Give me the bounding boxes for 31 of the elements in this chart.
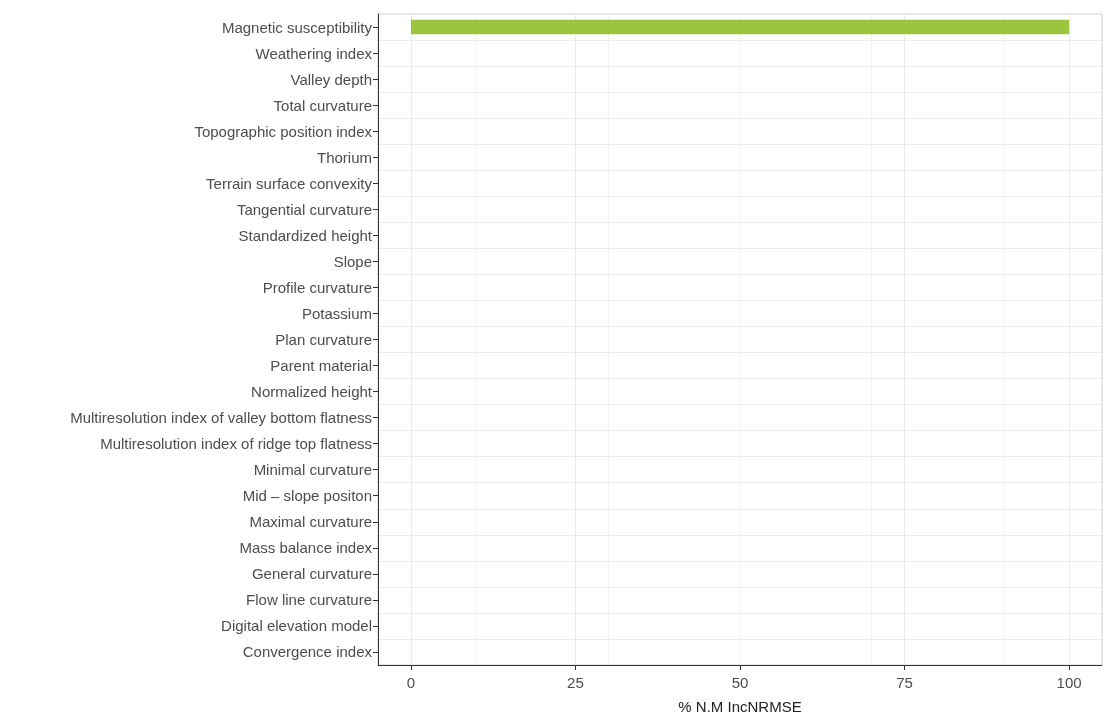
y-tick-label: Topographic position index bbox=[194, 122, 373, 140]
y-tick-label: Digital elevation model bbox=[221, 617, 372, 635]
y-tick-label: Weathering index bbox=[255, 44, 373, 62]
y-tick-label: Minimal curvature bbox=[253, 461, 372, 479]
y-tick-label: Magnetic susceptibility bbox=[221, 18, 373, 36]
y-tick-label: Valley depth bbox=[290, 70, 372, 88]
y-tick-label: Plan curvature bbox=[275, 331, 372, 348]
y-tick-label: Total curvature bbox=[273, 96, 372, 114]
x-tick-label: 75 bbox=[896, 674, 913, 691]
y-tick-label: Standardized height bbox=[238, 226, 373, 244]
y-tick-label: Potassium bbox=[301, 304, 372, 322]
y-tick-label: Mid – slope positon bbox=[242, 487, 372, 505]
y-tick-label: Flow line curvature bbox=[246, 591, 372, 609]
y-tick-label: Terrain surface convexity bbox=[206, 174, 373, 192]
y-tick-label: Normalized height bbox=[251, 383, 373, 401]
y-tick-label: Slope bbox=[333, 252, 372, 270]
x-tick-label: 50 bbox=[731, 674, 749, 691]
y-tick-label: Thorium bbox=[316, 148, 372, 166]
y-tick-label: Multiresolution index of ridge top flatness bbox=[100, 435, 372, 453]
y-tick-label: Convergence index bbox=[242, 643, 373, 661]
x-tick-label: 0 bbox=[406, 674, 416, 691]
x-axis-title: % N.M IncNRMSE bbox=[678, 698, 802, 715]
y-tick-label: Tangential curvature bbox=[236, 200, 372, 218]
y-tick-label: Maximal curvature bbox=[249, 513, 372, 531]
y-tick-label: Multiresolution index of valley bottom flatness bbox=[70, 409, 372, 427]
x-tick-label: 25 bbox=[567, 674, 584, 691]
y-tick-label: Parent material bbox=[270, 357, 372, 375]
y-tick-label: General curvature bbox=[251, 565, 372, 583]
x-tick-label: 100 bbox=[1056, 674, 1082, 691]
y-tick-label: Mass balance index bbox=[239, 539, 373, 557]
y-tick-label: Profile curvature bbox=[262, 278, 372, 296]
